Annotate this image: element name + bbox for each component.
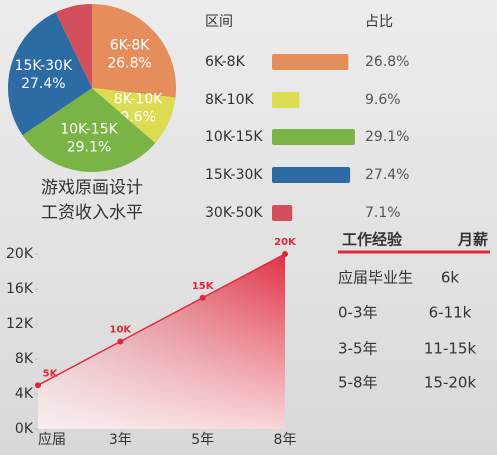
table-cell: 5-8年 xyxy=(338,374,378,392)
point xyxy=(35,382,41,389)
pie-slice xyxy=(22,88,156,172)
legend-label: 6K-8K xyxy=(205,54,246,70)
legend-label: 8K-10K xyxy=(205,92,254,108)
y-tick-label: 12K xyxy=(6,316,34,332)
legend-bar xyxy=(272,129,355,145)
point xyxy=(199,294,206,301)
table-cell: 3-5年 xyxy=(338,340,378,358)
legend-header: 占比 xyxy=(365,14,393,30)
y-tick-label: 4K xyxy=(15,386,34,402)
x-tick-label: 5年 xyxy=(191,432,214,448)
table-header: 月薪 xyxy=(457,231,488,249)
legend-value: 9.6% xyxy=(365,92,401,108)
legend-value: 27.4% xyxy=(365,167,409,183)
pie-slice xyxy=(92,4,176,98)
legend-label: 10K-15K xyxy=(205,129,263,145)
slice-value: 29.1% xyxy=(67,139,111,155)
y-tick-label: 20K xyxy=(6,246,34,262)
legend-value: 7.1% xyxy=(365,205,401,221)
legend-bar xyxy=(272,205,293,221)
pie-slice xyxy=(92,88,176,144)
point xyxy=(282,251,288,257)
slice-value: 26.8% xyxy=(107,55,151,71)
legend-value: 26.8% xyxy=(365,54,409,70)
table-cell: 6-11k xyxy=(429,304,472,322)
area-fade xyxy=(38,254,285,429)
table-cell: 0-3年 xyxy=(338,304,378,322)
slice-value: 27.4% xyxy=(21,76,65,92)
table-cell: 15-20k xyxy=(424,374,477,392)
legend-bar xyxy=(272,167,351,183)
y-tick-label: 16K xyxy=(6,281,34,297)
area-line xyxy=(37,253,286,386)
pie-title: 游戏原画设计 xyxy=(41,178,143,198)
x-tick-label: 8年 xyxy=(274,432,297,448)
point xyxy=(117,338,124,345)
slice-category: 8K-10K xyxy=(114,91,163,107)
y-tick-label: 8K xyxy=(15,351,34,367)
legend-header: 区间 xyxy=(205,14,233,30)
pie-title: 工资收入水平 xyxy=(41,203,143,223)
legend-label: 30K-50K xyxy=(205,205,263,221)
table-cell: 应届毕业生 xyxy=(338,269,413,287)
value-label: 20K xyxy=(274,237,297,248)
legend-bar xyxy=(272,54,349,70)
legend-value: 29.1% xyxy=(365,129,409,145)
y-tick-label: 0K xyxy=(15,421,34,437)
value-label: 15K xyxy=(192,281,215,292)
legend-bar xyxy=(272,92,300,108)
table-header: 工作经验 xyxy=(342,231,403,249)
slice-category: 10K-15K xyxy=(60,121,118,137)
x-tick-label: 3年 xyxy=(109,432,132,448)
table-cell: 6k xyxy=(441,269,460,287)
table-cell: 11-15k xyxy=(424,340,477,358)
legend-label: 15K-30K xyxy=(205,167,263,183)
slice-category: 6K-8K xyxy=(110,37,151,53)
pie-slice xyxy=(55,4,92,88)
value-label: 5K xyxy=(43,368,59,379)
pie-slice xyxy=(8,12,93,136)
value-label: 10K xyxy=(109,325,132,336)
slice-category: 15K-30K xyxy=(15,58,73,74)
x-tick-label: 应届 xyxy=(38,431,66,448)
